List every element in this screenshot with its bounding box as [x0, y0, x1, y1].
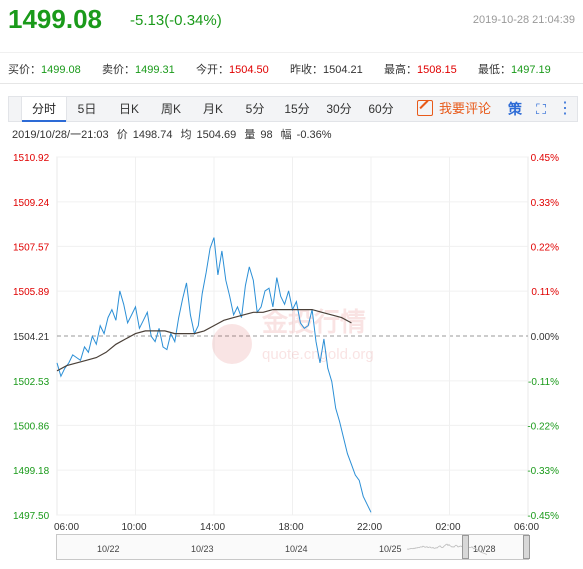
chart-tab-bar: 分时 5日 日K 周K 月K 5分 15分 30分 60分 我要评论 策 ⛶ ⋮	[8, 96, 578, 122]
y-tick-left: 1507.57	[13, 242, 50, 253]
info-time: 2019/10/28/一21:03	[12, 129, 109, 141]
tab-intraday[interactable]: 分时	[21, 97, 67, 122]
y-tick-right: 0.33%	[531, 198, 559, 209]
field-label: 买价：	[8, 64, 41, 76]
field-value: 1504.21	[323, 64, 363, 76]
tab-60min[interactable]: 60分	[368, 102, 394, 116]
info-amp: -0.36%	[296, 129, 332, 141]
y-tick-left: 1509.24	[13, 198, 50, 209]
tab-weekly-k[interactable]: 周K	[160, 102, 181, 116]
fullscreen-icon[interactable]: ⛶	[536, 101, 546, 117]
y-tick-left: 1500.86	[13, 421, 50, 432]
y-tick-right: -0.22%	[527, 421, 559, 432]
watermark-url: quote.cngold.org	[262, 346, 374, 363]
info-avg: 1504.69	[196, 129, 237, 141]
tab-15min[interactable]: 15分	[284, 102, 310, 116]
y-tick-right: 0.00%	[531, 332, 559, 343]
y-tick-right: -0.33%	[527, 466, 559, 477]
quote-header: 1499.08 -5.13(-0.34%) 2019-10-28 21:04:3…	[0, 0, 583, 44]
logo-icon[interactable]: 策	[508, 101, 522, 117]
comment-button[interactable]: 我要评论	[417, 97, 491, 121]
navigator-left-handle[interactable]	[462, 535, 469, 559]
info-vol-label: 量	[244, 129, 256, 141]
price-change: -5.13(-0.34%)	[130, 12, 222, 29]
series-lines	[56, 237, 372, 513]
navigator-right-handle[interactable]	[523, 535, 530, 559]
field-label: 卖价：	[102, 64, 135, 76]
field-value: 1504.50	[229, 64, 269, 76]
field-prev-close: 昨收：1504.21	[290, 61, 363, 77]
y-tick-right: -0.45%	[527, 511, 559, 522]
field-ask: 卖价：1499.31	[102, 61, 175, 77]
info-amp-label: 幅	[280, 129, 292, 141]
tab-5day[interactable]: 5日	[77, 102, 97, 116]
x-tick-label: 18:00	[279, 522, 304, 532]
navigator-date-label: 10/24	[285, 544, 308, 554]
y-tick-left: 1510.92	[13, 153, 50, 164]
field-label: 最低：	[478, 64, 511, 76]
y-tick-right: 0.22%	[531, 242, 559, 253]
current-price: 1499.08	[8, 4, 102, 34]
navigator-date-label: 10/25	[379, 544, 402, 554]
x-tick-label: 14:00	[200, 522, 225, 532]
field-value: 1508.15	[417, 64, 457, 76]
y-axis-labels: 1510.92 0.45% 1509.24 0.33% 1507.57 0.22% 1505…	[13, 153, 559, 522]
y-tick-left: 1505.89	[13, 287, 50, 298]
y-tick-right: 0.11%	[531, 287, 559, 298]
average-line	[56, 309, 352, 372]
tab-monthly-k[interactable]: 月K	[202, 102, 223, 116]
navigator-date-label: 10/22	[97, 544, 120, 554]
x-tick-label: 06:00	[514, 522, 539, 532]
field-label: 今开：	[196, 64, 229, 76]
quote-timestamp: 2019-10-28 21:04:39	[472, 14, 575, 26]
price-line	[56, 237, 372, 513]
y-tick-left: 1504.21	[13, 332, 50, 343]
chart-grid	[56, 156, 529, 516]
y-tick-left: 1497.50	[13, 511, 50, 522]
navigator-series: 10/22 10/23 10/24 10/25 10/28	[97, 543, 496, 555]
x-tick-label: 02:00	[436, 522, 461, 532]
pen-icon	[417, 100, 433, 116]
info-price: 1498.74	[132, 129, 173, 141]
navigator-date-label: 10/23	[191, 544, 214, 554]
field-high: 最高：1508.15	[384, 61, 457, 77]
field-label: 最高：	[384, 64, 417, 76]
range-navigator[interactable]: 10/22 10/23 10/24 10/25 10/28	[56, 534, 530, 560]
x-tick-label: 10:00	[122, 522, 147, 532]
crosshair-info: 2019/10/28/一21:03 价 1498.74 均 1504.69 量 98 …	[12, 126, 337, 142]
intraday-chart[interactable]: 金投行情 quote.cngold.org 1510.92 0.45% 1509.2…	[0, 140, 583, 532]
field-low: 最低：1497.19	[478, 61, 551, 77]
y-tick-left: 1502.53	[13, 377, 50, 388]
quote-fields: 买价：1499.08 卖价：1499.31 今开：1504.50 昨收：1504…	[0, 52, 583, 84]
x-tick-label: 06:00	[54, 522, 79, 532]
field-open: 今开：1504.50	[196, 61, 269, 77]
navigator-date-label: 10/28	[473, 544, 496, 554]
info-price-label: 价	[116, 129, 128, 141]
watermark: 金投行情 quote.cngold.org	[212, 307, 374, 364]
y-tick-right: -0.11%	[528, 377, 559, 388]
field-bid: 买价：1499.08	[8, 61, 81, 77]
tab-30min[interactable]: 30分	[326, 102, 352, 116]
field-label: 昨收：	[290, 64, 323, 76]
y-tick-right: 0.45%	[531, 153, 559, 164]
y-tick-left: 1499.18	[13, 466, 50, 477]
tab-daily-k[interactable]: 日K	[118, 102, 139, 116]
x-axis-labels: 06:00 10:00 14:00 18:00 22:00 02:00 06:00	[54, 522, 539, 532]
info-vol: 98	[260, 129, 273, 141]
info-avg-label: 均	[180, 129, 192, 141]
tab-5min[interactable]: 5分	[245, 102, 265, 116]
x-tick-label: 22:00	[357, 522, 382, 532]
watermark-logo-icon	[212, 324, 252, 364]
more-icon[interactable]: ⋮	[557, 100, 573, 117]
field-value: 1497.19	[511, 64, 551, 76]
navigator-line	[406, 543, 488, 555]
field-value: 1499.31	[135, 64, 175, 76]
field-value: 1499.08	[41, 64, 81, 76]
comment-label: 我要评论	[439, 101, 492, 116]
